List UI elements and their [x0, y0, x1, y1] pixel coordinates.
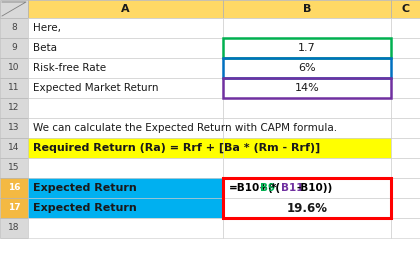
Bar — [223, 158, 391, 178]
Text: Risk-free Rate: Risk-free Rate — [33, 63, 106, 73]
Text: 1.7: 1.7 — [298, 43, 316, 53]
Bar — [223, 198, 391, 218]
Bar — [28, 138, 223, 158]
Bar — [0, 218, 28, 238]
Bar — [391, 18, 420, 38]
Text: Expected Return: Expected Return — [33, 203, 137, 213]
Bar — [391, 98, 420, 118]
Bar — [391, 0, 420, 18]
Bar — [0, 138, 28, 158]
Bar — [28, 178, 223, 198]
Bar — [223, 98, 391, 118]
Bar — [0, 98, 28, 118]
Bar — [223, 178, 391, 218]
Bar — [28, 118, 223, 138]
Text: 16: 16 — [8, 183, 20, 192]
Text: -B10)): -B10)) — [297, 183, 333, 193]
Bar — [0, 158, 28, 178]
Text: 14%: 14% — [294, 83, 319, 93]
Bar — [0, 38, 28, 58]
Bar — [28, 58, 223, 78]
Text: Beta: Beta — [33, 43, 57, 53]
Text: 8: 8 — [11, 23, 17, 33]
Text: 18: 18 — [8, 223, 20, 232]
Bar — [28, 78, 223, 98]
Bar — [28, 98, 223, 118]
Bar — [28, 218, 223, 238]
Bar — [391, 178, 420, 198]
Bar — [391, 218, 420, 238]
Bar — [223, 38, 391, 58]
Bar — [223, 178, 391, 198]
Bar — [223, 78, 391, 98]
Bar — [391, 78, 420, 98]
Bar — [0, 58, 28, 78]
Bar — [0, 178, 28, 198]
Bar — [0, 198, 28, 218]
Bar — [391, 198, 420, 218]
Bar — [223, 38, 391, 58]
Bar — [223, 138, 391, 158]
Bar — [223, 0, 391, 18]
Text: C: C — [402, 4, 410, 14]
Bar — [391, 58, 420, 78]
Bar — [391, 38, 420, 58]
Bar — [28, 158, 223, 178]
Text: 13: 13 — [8, 124, 20, 133]
Bar — [223, 78, 391, 98]
Bar — [28, 38, 223, 58]
Bar — [28, 18, 223, 38]
Text: *(: *( — [270, 183, 281, 193]
Bar — [28, 198, 223, 218]
Bar — [223, 218, 391, 238]
Text: We can calculate the Expected Return with CAPM formula.: We can calculate the Expected Return wit… — [33, 123, 337, 133]
Text: 12: 12 — [8, 103, 20, 112]
Text: 6%: 6% — [298, 63, 316, 73]
Bar — [391, 138, 420, 158]
Bar — [391, 158, 420, 178]
Text: 19.6%: 19.6% — [286, 201, 328, 214]
Text: 17: 17 — [8, 204, 20, 213]
Bar — [0, 78, 28, 98]
Text: Required Return (Ra) = Rrf + [Ba * (Rm - Rrf)]: Required Return (Ra) = Rrf + [Ba * (Rm -… — [33, 143, 320, 153]
Bar — [0, 118, 28, 138]
Text: B9: B9 — [260, 183, 276, 193]
Text: Expected Market Return: Expected Market Return — [33, 83, 158, 93]
Text: 14: 14 — [8, 143, 20, 152]
Text: 15: 15 — [8, 164, 20, 173]
Text: 11: 11 — [8, 84, 20, 93]
Bar — [0, 18, 28, 38]
Text: B: B — [303, 4, 311, 14]
Bar — [0, 0, 28, 18]
Bar — [223, 58, 391, 78]
Bar — [223, 58, 391, 78]
Text: A: A — [121, 4, 130, 14]
Text: =B10+(: =B10+( — [229, 183, 274, 193]
Text: 9: 9 — [11, 44, 17, 52]
Bar — [223, 18, 391, 38]
Bar — [28, 0, 223, 18]
Text: 10: 10 — [8, 63, 20, 72]
Text: Here,: Here, — [33, 23, 61, 33]
Bar — [223, 118, 391, 138]
Bar — [391, 118, 420, 138]
Text: B11: B11 — [281, 183, 304, 193]
Text: Expected Return: Expected Return — [33, 183, 137, 193]
